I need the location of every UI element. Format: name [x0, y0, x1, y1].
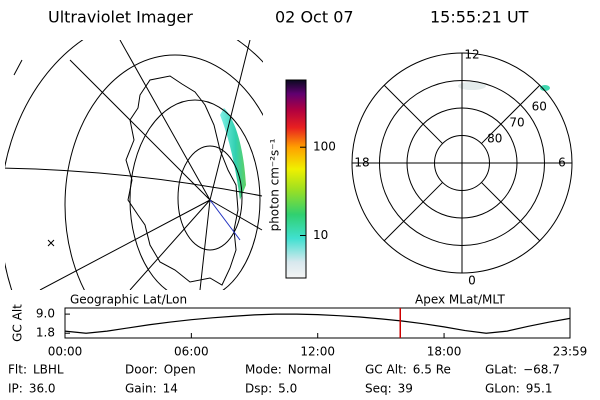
- mlt-label: 6: [558, 156, 566, 170]
- colorbar-label: photon cm⁻²s⁻¹: [268, 138, 282, 231]
- info-label: Gain:: [125, 382, 157, 396]
- map-label: Apex MLat/MLT: [415, 293, 505, 307]
- info-label: Mode:: [245, 363, 282, 377]
- altitude-line: [64, 313, 571, 334]
- colorbar: [285, 79, 307, 279]
- colorbar-tick-label: 100: [313, 140, 336, 154]
- info-value: Open: [164, 363, 196, 377]
- x-tick-label: 12:00: [300, 345, 335, 359]
- info-value: 6.5 Re: [413, 363, 451, 377]
- info-label: Seq:: [365, 382, 392, 396]
- lat-ring: [379, 80, 545, 246]
- info-value: −68.7: [523, 363, 560, 377]
- info-value: 39: [398, 382, 413, 396]
- mlt-label: 0: [468, 274, 476, 288]
- info-label: Flt:: [8, 363, 27, 377]
- info-value: Normal: [288, 363, 331, 377]
- info-value: 14: [163, 382, 178, 396]
- info-label: GC Alt:: [365, 363, 407, 377]
- lat-circle: [64, 54, 263, 290]
- lat-circle: [177, 145, 243, 251]
- mlt-line: [481, 84, 541, 144]
- map-label: Geographic Lat/Lon: [70, 293, 187, 307]
- colorbar-tick-label: 10: [313, 228, 328, 242]
- lat-ring: [406, 107, 518, 219]
- info-label: Dsp:: [245, 382, 272, 396]
- mlt-line: [383, 182, 443, 242]
- info-value: 36.0: [29, 382, 56, 396]
- x-tick-label: 23:59: [553, 345, 588, 359]
- title: Ultraviolet Imager: [48, 8, 193, 27]
- aurora: [540, 85, 550, 91]
- lon-line: [5, 167, 263, 197]
- time: 15:55:21 UT: [430, 8, 529, 27]
- y-axis-label: GC Alt: [11, 304, 25, 342]
- y-tick-label: 9.0: [36, 307, 55, 321]
- info-label: Door:: [125, 363, 158, 377]
- mlt-label: 12: [464, 48, 479, 62]
- info-value: 5.0: [278, 382, 297, 396]
- lat-ring: [434, 135, 490, 191]
- date: 02 Oct 07: [275, 8, 354, 27]
- x-tick-label: 06:00: [174, 345, 209, 359]
- info-value: 95.1: [526, 382, 553, 396]
- info-label: GLat:: [485, 363, 517, 377]
- polar-plot: [458, 82, 550, 91]
- mlt-line: [481, 182, 541, 242]
- geo-map: [5, 40, 263, 290]
- marks: [13, 59, 55, 247]
- coastline: [125, 75, 239, 286]
- lon-line: [39, 40, 263, 290]
- mlt-label: 18: [354, 156, 369, 170]
- lat-label: 60: [532, 99, 547, 113]
- lat-label: 80: [487, 132, 502, 146]
- aurora: [220, 108, 246, 200]
- x-tick-label: 18:00: [427, 345, 462, 359]
- x-tick-label: 00:00: [48, 345, 83, 359]
- info-label: GLon:: [485, 382, 520, 396]
- lat-circle: [129, 99, 261, 290]
- sun-line: [209, 199, 241, 241]
- lat-label: 70: [509, 116, 524, 130]
- mlt-line: [383, 84, 443, 144]
- y-tick-label: 1.8: [36, 326, 55, 340]
- info-label: IP:: [8, 382, 23, 396]
- info-value: LBHL: [33, 363, 64, 377]
- aurora: [458, 82, 486, 90]
